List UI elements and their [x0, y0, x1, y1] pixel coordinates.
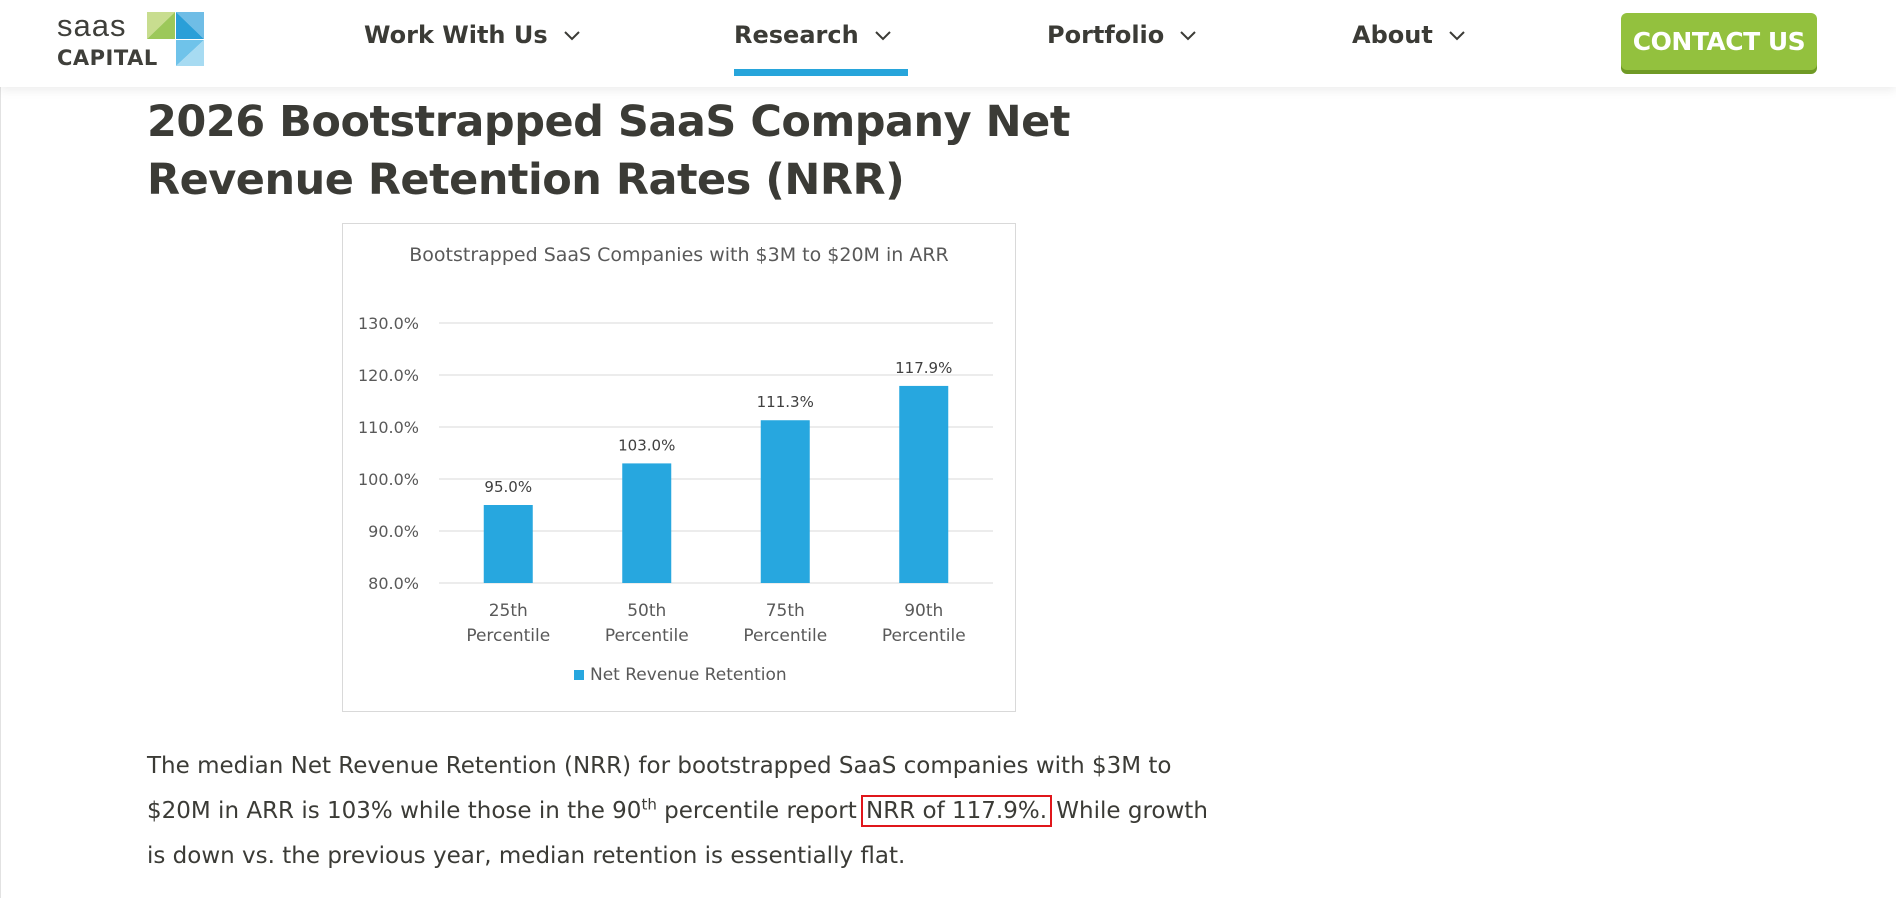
contact-us-button[interactable]: CONTACT US	[1621, 13, 1817, 70]
x-category-label: Percentile	[743, 626, 827, 646]
y-tick-label: 120.0%	[358, 366, 419, 385]
chevron-down-icon	[1449, 31, 1465, 41]
nav-research[interactable]: Research	[734, 18, 893, 52]
logo-text-capital: CAPITAL	[57, 46, 158, 70]
logo-mark-icon	[147, 12, 204, 66]
chevron-down-icon	[874, 31, 891, 41]
data-label: 103.0%	[618, 436, 675, 454]
ordinal-suffix: th	[641, 795, 657, 814]
bar	[483, 505, 533, 583]
chart-title: Bootstrapped SaaS Companies with $3M to …	[409, 244, 949, 266]
article-paragraph: The median Net Revenue Retention (NRR) f…	[147, 744, 1227, 879]
y-tick-label: 90.0%	[368, 522, 419, 541]
legend-swatch	[574, 670, 584, 680]
y-tick-label: 110.0%	[358, 418, 419, 437]
legend-label: Net Revenue Retention	[590, 665, 787, 685]
nav-label: Work With Us	[364, 21, 548, 49]
x-category-label: 25th	[489, 601, 528, 621]
x-category-label: Percentile	[466, 626, 550, 646]
y-tick-label: 130.0%	[358, 314, 419, 333]
x-category-label: Percentile	[882, 626, 966, 646]
nav-active-indicator	[734, 69, 908, 76]
x-category-label: 90th	[904, 601, 943, 621]
chart-plot: 80.0% 90.0% 100.0% 110.0% 120.0% 130.0% 95.0% 2…	[358, 314, 993, 646]
nrr-chart: Bootstrapped SaaS Companies with $3M to …	[342, 223, 1016, 712]
nav-portfolio[interactable]: Portfolio	[1047, 18, 1198, 52]
paragraph-text-1: The median Net Revenue Retention (NRR) f…	[147, 753, 1172, 824]
y-tick-label: 80.0%	[368, 574, 419, 593]
bar	[899, 385, 949, 583]
nav-about[interactable]: About	[1352, 18, 1467, 52]
y-tick-label: 100.0%	[358, 470, 419, 489]
chart-legend: Net Revenue Retention	[574, 665, 787, 685]
nav-work-with-us[interactable]: Work With Us	[364, 18, 582, 52]
data-label: 111.3%	[757, 393, 814, 411]
nav-label: Research	[734, 21, 859, 49]
nav-label: About	[1352, 21, 1433, 49]
bar	[622, 463, 672, 583]
x-category-label: 50th	[627, 601, 666, 621]
data-label: 117.9%	[895, 359, 952, 377]
highlighted-nrr-annotation: NRR of 117.9%.	[861, 795, 1052, 827]
paragraph-text-2: percentile report	[656, 798, 865, 824]
chevron-down-icon	[1180, 31, 1196, 41]
bar	[760, 420, 810, 583]
x-category-label: 75th	[766, 601, 805, 621]
site-header: saas CAPITAL Work With Us Research Portf…	[0, 0, 1896, 87]
nav-label: Portfolio	[1047, 21, 1165, 49]
logo-text-saas: saas	[57, 8, 127, 43]
x-category-label: Percentile	[605, 626, 689, 646]
page-title: 2026 Bootstrapped SaaS Company Net Reven…	[147, 97, 1070, 205]
saas-capital-logo[interactable]: saas CAPITAL	[57, 8, 207, 72]
chevron-down-icon	[563, 31, 580, 41]
paragraph-text-3: While growth is down vs. the previous ye…	[147, 798, 1208, 869]
data-label: 95.0%	[484, 478, 532, 496]
page-left-border	[0, 0, 1, 898]
